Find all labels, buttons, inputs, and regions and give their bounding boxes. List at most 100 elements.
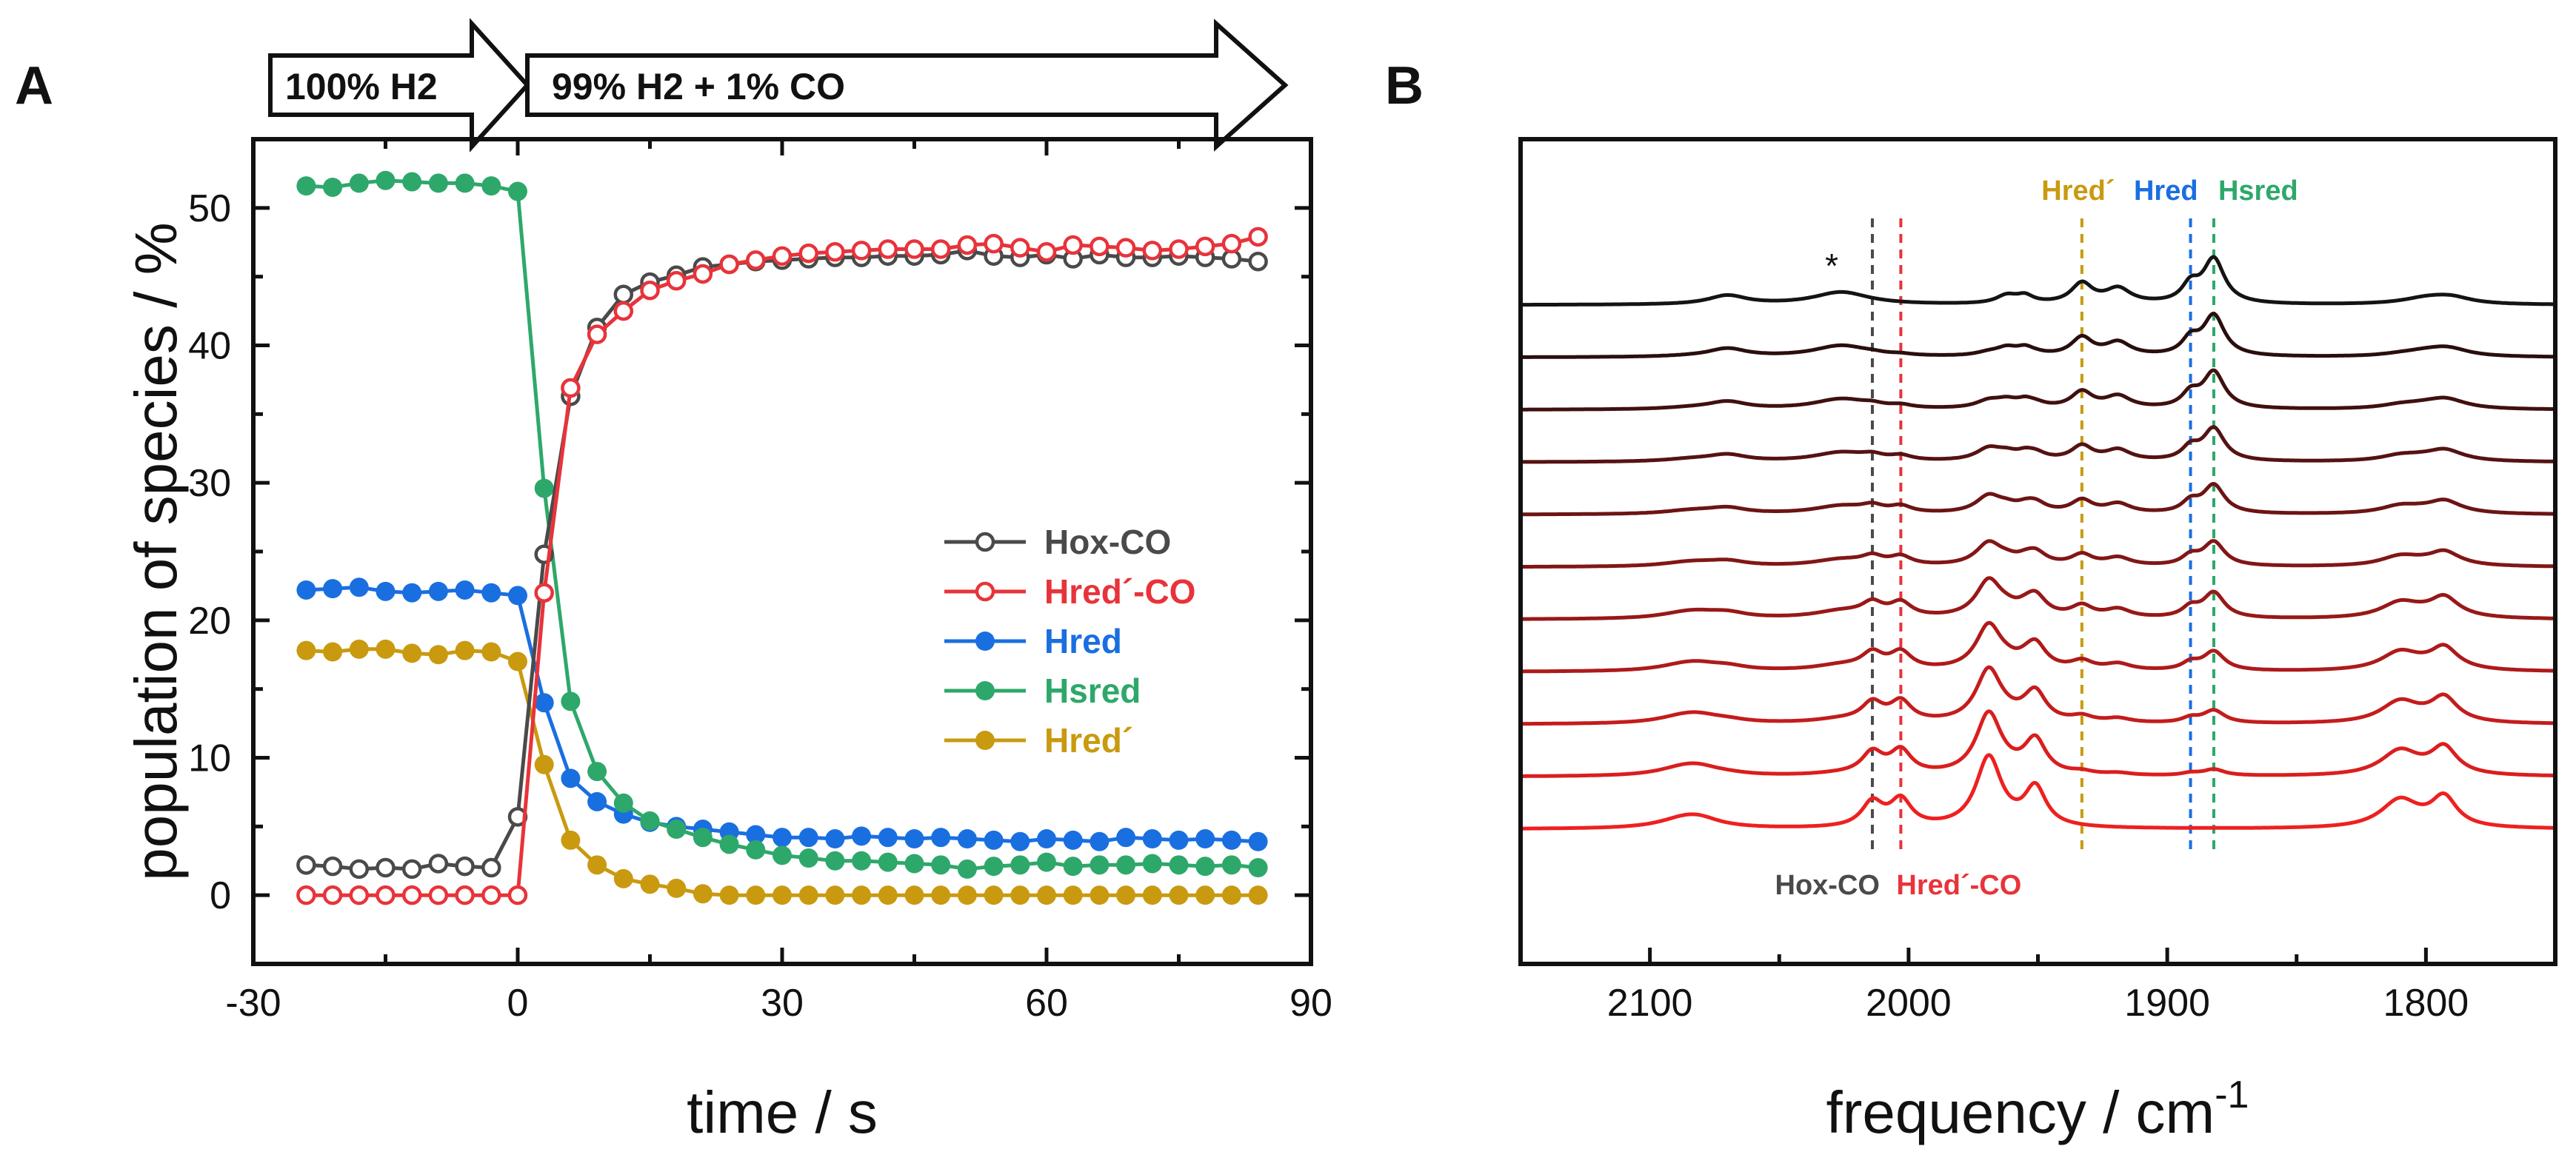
data-point: [719, 885, 739, 905]
series-hred-: [296, 639, 1268, 905]
panel-b-x-axis-title-main: frequency / cm: [1826, 1079, 2215, 1145]
legend-label: Hred´: [1044, 721, 1133, 760]
panel-a-x-tick-label: 0: [507, 982, 529, 1025]
arrow-h2-co-label: 99% H2 + 1% CO: [552, 66, 845, 107]
data-point: [984, 830, 1004, 850]
data-point: [772, 246, 793, 267]
series-hsred: [296, 170, 1268, 879]
data-point: [1195, 236, 1215, 257]
data-point: [323, 579, 343, 599]
data-point: [349, 885, 370, 905]
data-point: [296, 580, 316, 600]
data-point: [904, 829, 924, 849]
data-point: [746, 825, 766, 845]
data-point: [1221, 830, 1241, 850]
spectrum-trace: [1520, 539, 2555, 569]
panel-a-y-axis-title: population of species / %: [123, 222, 189, 880]
panel-a-x-axis-title: time / s: [687, 1079, 878, 1145]
data-point: [455, 640, 475, 660]
data-point: [825, 829, 845, 849]
data-point: [1169, 830, 1189, 850]
panel-b-x-axis-title-superscript: -1: [2215, 1073, 2249, 1116]
species-label-top: Hred: [2134, 175, 2198, 207]
panel-a-y-tick-label: 10: [188, 737, 231, 780]
data-point: [878, 239, 898, 259]
data-point: [428, 645, 448, 665]
data-point: [1010, 238, 1030, 258]
data-point: [428, 173, 448, 193]
spectrum-trace: [1520, 709, 2555, 778]
spectrum-trace: [1520, 425, 2555, 464]
legend-marker: [975, 632, 995, 651]
data-point: [1037, 885, 1056, 905]
data-point: [323, 177, 343, 197]
spectrum-trace: [1520, 620, 2555, 674]
data-point: [1090, 236, 1110, 257]
data-point: [746, 840, 766, 860]
data-point: [534, 478, 554, 498]
panel-a-y-tick-label: 20: [188, 600, 231, 643]
data-point: [376, 639, 396, 659]
data-point: [852, 826, 872, 846]
spectrum-trace: [1520, 368, 2555, 412]
panel-a-frame: [251, 137, 1313, 966]
data-point: [666, 270, 687, 291]
data-point: [851, 241, 872, 261]
spectrum-trace: [1520, 312, 2555, 359]
panel-a-x-tick-label: 60: [1025, 982, 1068, 1025]
data-point: [1195, 857, 1215, 877]
data-point: [561, 378, 581, 398]
panel-a-x-tick-label: 90: [1289, 982, 1332, 1025]
data-point: [984, 857, 1004, 877]
data-point: [878, 885, 898, 905]
spectrum-trace: [1520, 753, 2555, 831]
species-label-bottom: Hox-CO: [1775, 870, 1880, 901]
data-point: [1010, 855, 1030, 875]
data-point: [481, 642, 501, 662]
data-point: [1248, 227, 1268, 247]
data-point: [693, 264, 713, 284]
legend-label: Hred: [1044, 622, 1122, 660]
panel-a-x-tick-label: 30: [761, 982, 804, 1025]
series-hred: [296, 577, 1268, 851]
panel-b-x-tick-label: 2100: [1607, 982, 1693, 1025]
data-point: [719, 834, 739, 854]
data-point: [957, 235, 978, 255]
panel-a-tick-labels: -30 0 30 60 90 0 10 20 30 40 50: [188, 187, 1332, 1025]
data-point: [1248, 858, 1268, 878]
data-point: [401, 859, 422, 880]
data-point: [296, 885, 316, 905]
spectrum-trace: [1520, 255, 2555, 307]
panel-a-y-tick-label: 30: [188, 462, 231, 505]
data-point: [481, 176, 501, 196]
data-point: [640, 811, 660, 831]
species-label-top: Hsred: [2218, 175, 2298, 207]
data-point: [1221, 233, 1242, 254]
panel-b-ticks: 2100 2000 1900 1800: [1518, 948, 2557, 1025]
data-point: [640, 874, 660, 894]
panel-a-series: [296, 170, 1268, 905]
data-point: [693, 884, 713, 904]
data-point: [904, 239, 924, 259]
data-point: [402, 643, 422, 663]
data-point: [1169, 885, 1189, 905]
data-point: [1063, 885, 1083, 905]
panel-a-letter: A: [15, 56, 53, 115]
data-point: [930, 239, 951, 259]
data-point: [1221, 885, 1241, 905]
data-point: [428, 885, 449, 905]
data-point: [984, 233, 1004, 254]
panel-b-reference-lines: [1870, 218, 2215, 851]
data-point: [1142, 854, 1162, 874]
data-point: [878, 852, 898, 872]
panel-b-x-tick-label: 1800: [2383, 982, 2469, 1025]
panel-b-x-tick-label: 1900: [2124, 982, 2210, 1025]
data-point: [296, 176, 316, 196]
data-point: [746, 885, 766, 905]
data-point: [904, 854, 924, 874]
data-point: [825, 241, 845, 262]
data-point: [534, 754, 554, 774]
data-point: [613, 284, 634, 305]
species-label-top: Hred´: [2041, 175, 2115, 207]
